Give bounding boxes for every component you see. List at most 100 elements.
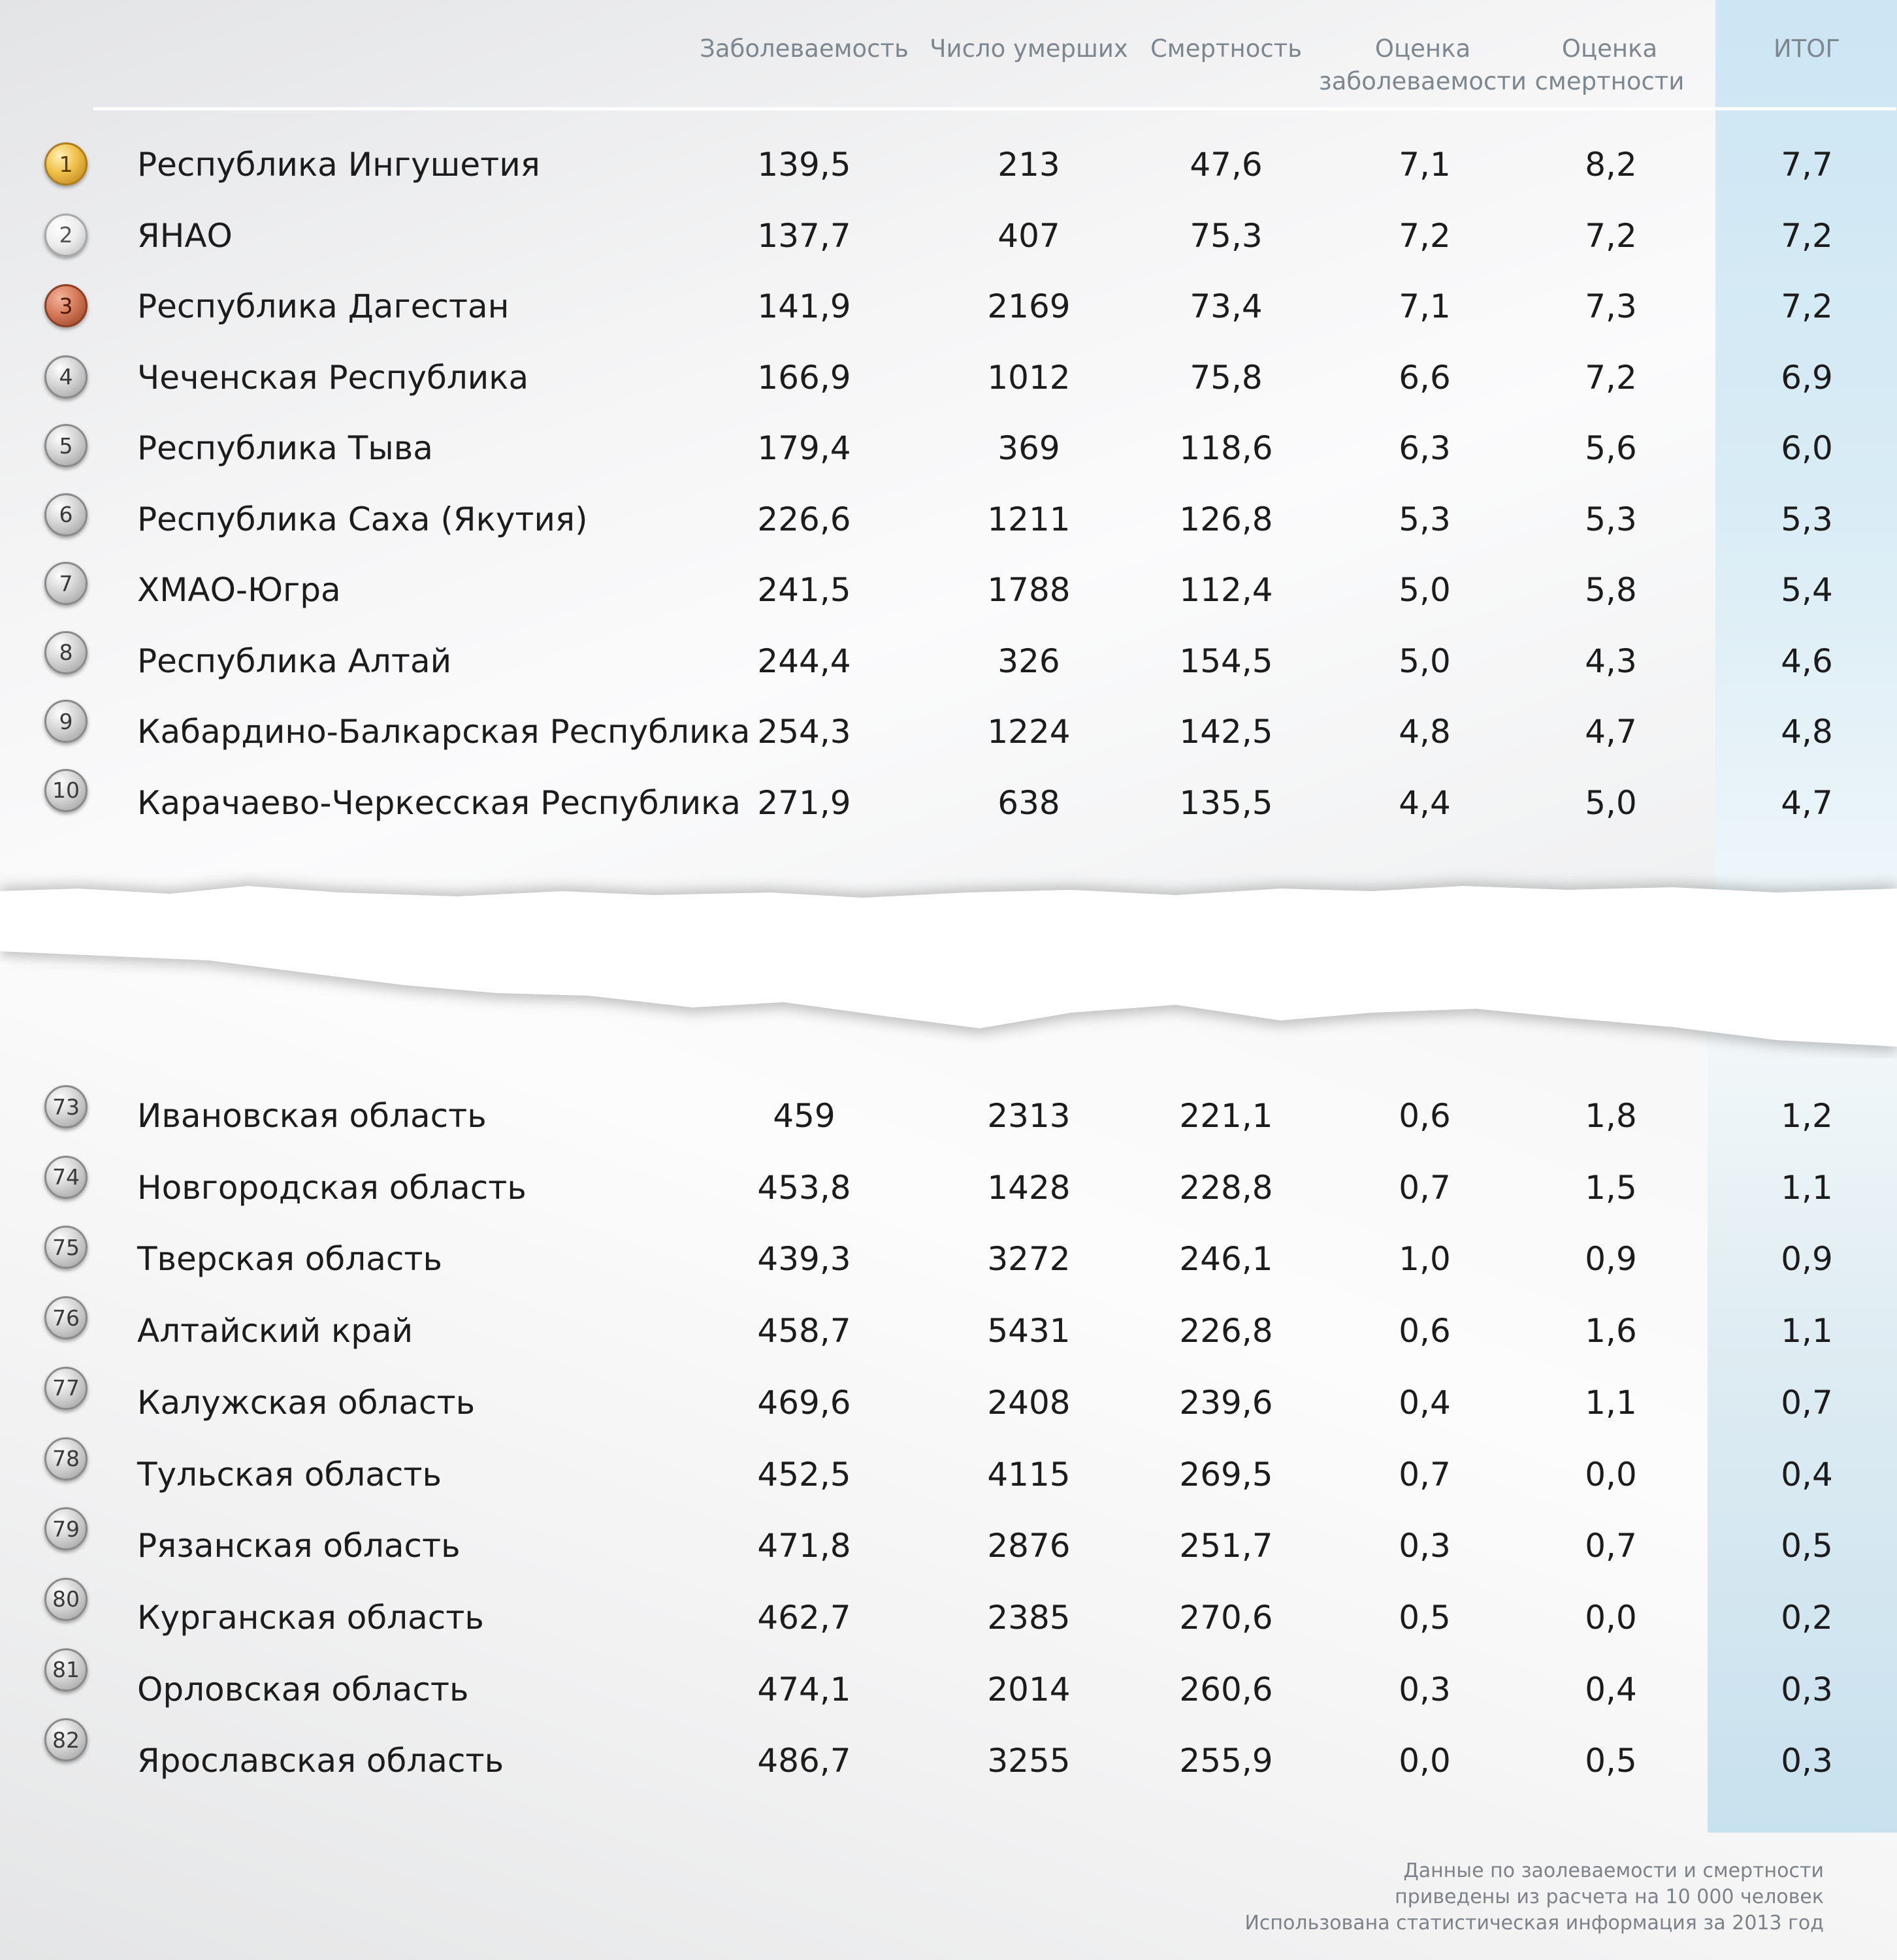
deaths-cell: 1224 [987, 713, 1071, 751]
rank-medal: 79 [44, 1507, 88, 1551]
table-row: Республика Ингушетия 139,5 213 47,6 7,1 8,2 7,… [0, 145, 1897, 210]
rank-medal: 73 [44, 1085, 88, 1128]
incidence-cell: 459 [773, 1097, 835, 1135]
mortality-score-cell: 0,0 [1585, 1455, 1637, 1494]
incidence-score-cell: 5,0 [1399, 642, 1451, 680]
mortality-cell: 251,7 [1179, 1527, 1273, 1565]
total-cell: 0,4 [1781, 1455, 1833, 1494]
region-name: Ярославская область [137, 1742, 504, 1780]
region-name: Курганская область [137, 1598, 484, 1637]
rank-medal: 80 [44, 1577, 88, 1621]
region-name: Тверская область [137, 1240, 442, 1279]
region-name: Карачаево-Черкесская Республика [137, 783, 741, 822]
incidence-score-cell: 7,2 [1399, 216, 1451, 255]
rank-medal: 75 [44, 1226, 88, 1269]
incidence-cell: 486,7 [757, 1742, 851, 1780]
incidence-cell: 141,9 [757, 287, 851, 325]
rank-medal: 82 [44, 1718, 88, 1762]
header-incidence: Заболеваемость [700, 35, 909, 63]
mortality-score-cell: 5,8 [1585, 571, 1637, 609]
table-row: Орловская область 474,1 2014 260,6 0,3 0,4 0,3 [0, 1670, 1897, 1735]
incidence-score-cell: 7,1 [1399, 287, 1451, 325]
incidence-score-cell: 0,7 [1399, 1455, 1451, 1494]
table-row: Алтайский край 458,7 5431 226,8 0,6 1,6 1,1 [0, 1311, 1897, 1377]
mortality-cell: 270,6 [1179, 1598, 1273, 1637]
mortality-cell: 75,3 [1190, 216, 1263, 255]
mortality-cell: 47,6 [1190, 146, 1263, 184]
itog-column-highlight-top [1715, 0, 1897, 908]
rank-medal: 81 [44, 1648, 88, 1691]
total-cell: 5,3 [1781, 500, 1833, 538]
deaths-cell: 638 [997, 783, 1060, 822]
mortality-score-cell: 1,6 [1585, 1312, 1637, 1350]
table-row: Республика Дагестан 141,9 2169 73,4 7,1 7,3 7,… [0, 287, 1897, 352]
mortality-cell: 255,9 [1179, 1742, 1273, 1780]
mortality-score-cell: 1,8 [1585, 1097, 1637, 1135]
incidence-score-cell: 0,3 [1399, 1670, 1451, 1708]
rank-medal: 74 [44, 1155, 88, 1199]
table-row: Республика Тыва 179,4 369 118,6 6,3 5,6 6,0 [0, 429, 1897, 494]
incidence-score-cell: 7,1 [1399, 146, 1451, 184]
mortality-cell: 118,6 [1179, 429, 1273, 467]
deaths-cell: 4115 [987, 1455, 1071, 1494]
header-deaths: Число умерших [930, 35, 1128, 63]
rank-medal: 2 [44, 213, 88, 257]
incidence-cell: 271,9 [757, 783, 851, 822]
mortality-cell: 246,1 [1179, 1240, 1273, 1279]
mortality-score-cell: 5,0 [1585, 783, 1637, 822]
total-cell: 1,1 [1781, 1168, 1833, 1207]
total-cell: 0,5 [1781, 1527, 1833, 1565]
rank-medal: 8 [44, 630, 88, 674]
itog-column-highlight-bottom [1708, 967, 1897, 1833]
mortality-score-cell: 5,6 [1585, 429, 1637, 467]
incidence-cell: 474,1 [757, 1670, 851, 1708]
rank-medal: 77 [44, 1366, 88, 1410]
mortality-score-cell: 0,0 [1585, 1598, 1637, 1637]
mortality-score-cell: 8,2 [1585, 146, 1637, 184]
deaths-cell: 3272 [987, 1240, 1071, 1279]
header-total: ИТОГ [1774, 35, 1840, 63]
rank-medal: 3 [44, 284, 88, 327]
mortality-score-cell: 0,9 [1585, 1240, 1637, 1279]
incidence-cell: 139,5 [757, 146, 851, 184]
total-cell: 0,3 [1781, 1742, 1833, 1780]
region-name: Чеченская Республика [137, 358, 529, 397]
top-panel-background [0, 0, 1897, 908]
footnote-line: Данные по заолеваемости и смертности [1403, 1859, 1824, 1882]
rank-medal: 7 [44, 562, 88, 605]
mortality-cell: 75,8 [1190, 358, 1263, 397]
region-name: Ивановская область [137, 1097, 487, 1135]
incidence-score-cell: 0,5 [1399, 1598, 1451, 1637]
incidence-score-cell: 1,0 [1399, 1240, 1451, 1279]
incidence-cell: 226,6 [757, 500, 851, 538]
total-cell: 4,7 [1781, 783, 1833, 822]
incidence-cell: 166,9 [757, 358, 851, 397]
header-rule [93, 107, 1896, 110]
mortality-cell: 112,4 [1179, 571, 1273, 609]
deaths-cell: 2408 [987, 1383, 1071, 1422]
mortality-cell: 239,6 [1179, 1383, 1273, 1422]
mortality-score-cell: 0,5 [1585, 1742, 1637, 1780]
incidence-cell: 452,5 [757, 1455, 851, 1494]
deaths-cell: 2169 [987, 287, 1071, 325]
table-row: Новгородская область 453,8 1428 228,8 0,7 1,5… [0, 1168, 1897, 1233]
region-name: Республика Ингушетия [137, 146, 540, 184]
mortality-cell: 269,5 [1179, 1455, 1273, 1494]
deaths-cell: 369 [997, 429, 1060, 467]
table-row: Карачаево-Черкесская Республика 271,9 638 1… [0, 783, 1897, 849]
incidence-cell: 244,4 [757, 642, 851, 680]
incidence-score-cell: 0,6 [1399, 1312, 1451, 1350]
mortality-cell: 154,5 [1179, 642, 1273, 680]
mortality-cell: 142,5 [1179, 713, 1273, 751]
region-name: Республика Саха (Якутия) [137, 500, 588, 538]
table-row: Курганская область 462,7 2385 270,6 0,5 0,0 0,… [0, 1598, 1897, 1663]
region-name: Тульская область [137, 1455, 442, 1494]
total-cell: 1,1 [1781, 1312, 1833, 1350]
table-row: Республика Алтай 244,4 326 154,5 5,0 4,3 4,6 [0, 642, 1897, 707]
total-cell: 0,3 [1781, 1670, 1833, 1708]
mortality-score-cell: 0,4 [1585, 1670, 1637, 1708]
mortality-score-cell: 5,3 [1585, 500, 1637, 538]
rank-medal: 78 [44, 1437, 88, 1480]
table-row: Ивановская область 459 2313 221,1 0,6 1,8 1,2 [0, 1096, 1897, 1162]
